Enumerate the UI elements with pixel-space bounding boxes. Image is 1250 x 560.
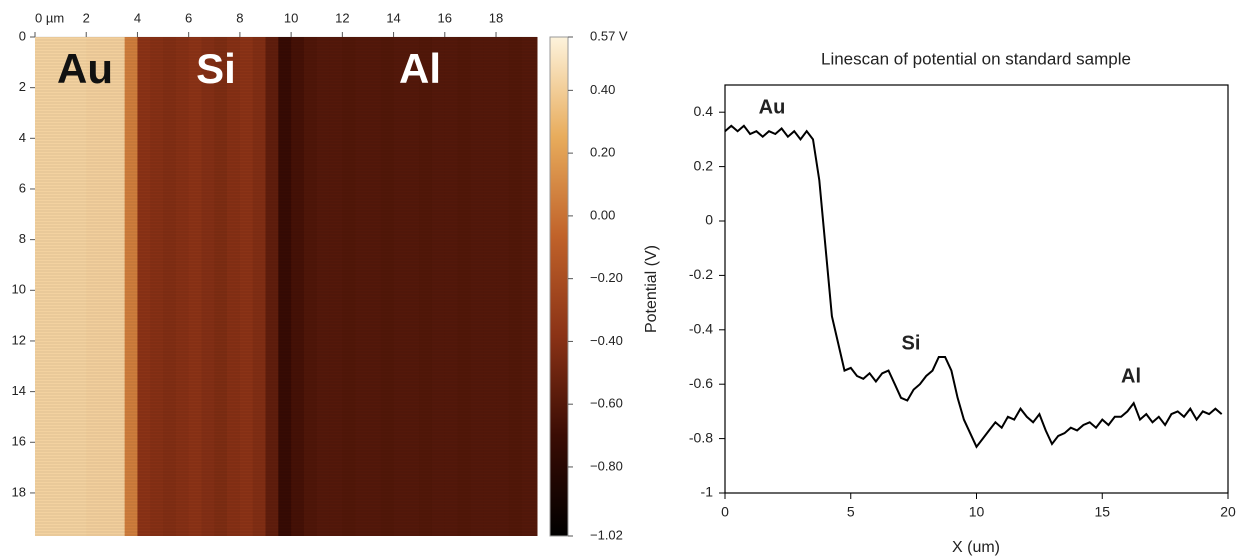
heatmap-column xyxy=(444,37,459,536)
colorbar-tick-label: 0.57 V xyxy=(590,28,628,43)
heatmap-column xyxy=(99,37,113,536)
heatmap-column xyxy=(483,37,497,536)
y-tick-label: -0.4 xyxy=(689,321,713,337)
heatmap-column xyxy=(534,37,538,536)
heatmap-column xyxy=(508,37,523,536)
x-tick-label: 10 xyxy=(284,10,298,25)
x-axis-label: X (um) xyxy=(952,539,1000,556)
material-label: Si xyxy=(902,332,921,354)
y-tick-label: 14 xyxy=(12,383,26,398)
plot-frame xyxy=(724,84,1229,494)
colorbar-tick-label: −0.20 xyxy=(590,270,623,285)
heatmap-column xyxy=(278,37,292,536)
heatmap-column xyxy=(188,37,202,536)
material-label: Au xyxy=(57,45,113,92)
y-tick-label: 6 xyxy=(19,180,26,195)
heatmap-column xyxy=(111,37,126,536)
heatmap-column xyxy=(496,37,510,536)
heatmap-column xyxy=(124,37,138,536)
heatmap-column xyxy=(201,37,215,536)
material-label: Al xyxy=(399,45,441,92)
x-tick-label: 16 xyxy=(438,10,452,25)
heatmap-column xyxy=(175,37,190,536)
colorbar xyxy=(549,36,569,537)
x-tick-label: 0 xyxy=(721,504,729,520)
y-tick-label: -0.6 xyxy=(689,375,713,391)
x-tick-label: 5 xyxy=(847,504,855,520)
heatmap-column xyxy=(380,37,395,536)
colorbar-tick-label: 0.40 xyxy=(590,82,615,97)
colorbar-tick-label: −0.60 xyxy=(590,396,623,411)
x-tick-label: 20 xyxy=(1220,504,1236,520)
heatmap-column xyxy=(60,37,74,536)
heatmap-column xyxy=(291,37,305,536)
colorbar-tick-label: −0.80 xyxy=(590,458,623,473)
y-tick-label: -0.8 xyxy=(689,429,713,445)
material-label: Al xyxy=(1121,365,1141,387)
x-tick-label: 18 xyxy=(489,10,503,25)
heatmap-column xyxy=(470,37,484,536)
heatmap-column xyxy=(214,37,228,536)
y-tick-label: 12 xyxy=(12,332,26,347)
x-tick-label: 6 xyxy=(185,10,192,25)
y-tick-label: 0.2 xyxy=(694,157,714,173)
x-tick-label: 0 µm xyxy=(35,10,64,25)
colorbar-tick-label: −1.02 xyxy=(590,527,623,542)
heatmap-column xyxy=(329,37,343,536)
x-tick-label: 2 xyxy=(83,10,90,25)
material-label: Si xyxy=(196,45,236,92)
heatmap-column xyxy=(86,37,100,536)
heatmap-column xyxy=(150,37,164,536)
heatmap-column xyxy=(431,37,446,536)
data-line xyxy=(724,124,1223,449)
heatmap-column xyxy=(47,37,62,536)
heatmap-column xyxy=(35,37,49,536)
heatmap-column xyxy=(316,37,331,536)
colorbar-tick-label: 0.00 xyxy=(590,207,615,222)
heatmap-column xyxy=(252,37,267,536)
heatmap-column xyxy=(137,37,151,536)
heatmap-column xyxy=(265,37,279,536)
y-tick-label: 16 xyxy=(12,434,26,449)
heatmap-column xyxy=(393,37,407,536)
heatmap-column xyxy=(163,37,177,536)
scan-texture xyxy=(35,36,537,536)
y-axis-label: Potential (V) xyxy=(643,245,660,333)
heatmap-column xyxy=(303,37,318,536)
y-tick-label: 2 xyxy=(19,79,26,94)
y-tick-label: -1 xyxy=(701,484,714,500)
x-tick-label: 10 xyxy=(969,504,985,520)
x-tick-label: 14 xyxy=(386,10,400,25)
y-tick-label: 8 xyxy=(19,231,26,246)
heatmap-column xyxy=(367,37,382,536)
material-label: Au xyxy=(759,96,786,118)
heatmap-column xyxy=(419,37,433,536)
heatmap-column xyxy=(342,37,356,536)
heatmap-column xyxy=(73,37,87,536)
heatmap-column xyxy=(406,37,420,536)
x-tick-label: 4 xyxy=(134,10,141,25)
heatmap-column xyxy=(227,37,241,536)
x-tick-label: 15 xyxy=(1094,504,1110,520)
y-tick-label: 0 xyxy=(705,212,713,228)
y-tick-label: 4 xyxy=(19,130,26,145)
heatmap-column xyxy=(457,37,471,536)
colorbar-tick-label: −0.40 xyxy=(590,333,623,348)
y-tick-label: 10 xyxy=(12,282,26,297)
y-tick-label: 0 xyxy=(19,28,26,43)
y-tick-label: 18 xyxy=(12,484,26,499)
heatmap-column xyxy=(521,37,535,536)
x-tick-label: 8 xyxy=(236,10,243,25)
y-tick-label: -0.2 xyxy=(689,266,713,282)
y-tick-label: 0.4 xyxy=(694,103,714,119)
heatmap-column xyxy=(239,37,254,536)
heatmap-column xyxy=(355,37,369,536)
x-tick-label: 12 xyxy=(335,10,349,25)
colorbar-tick-label: 0.20 xyxy=(590,145,615,160)
chart-title: Linescan of potential on standard sample xyxy=(821,49,1131,68)
